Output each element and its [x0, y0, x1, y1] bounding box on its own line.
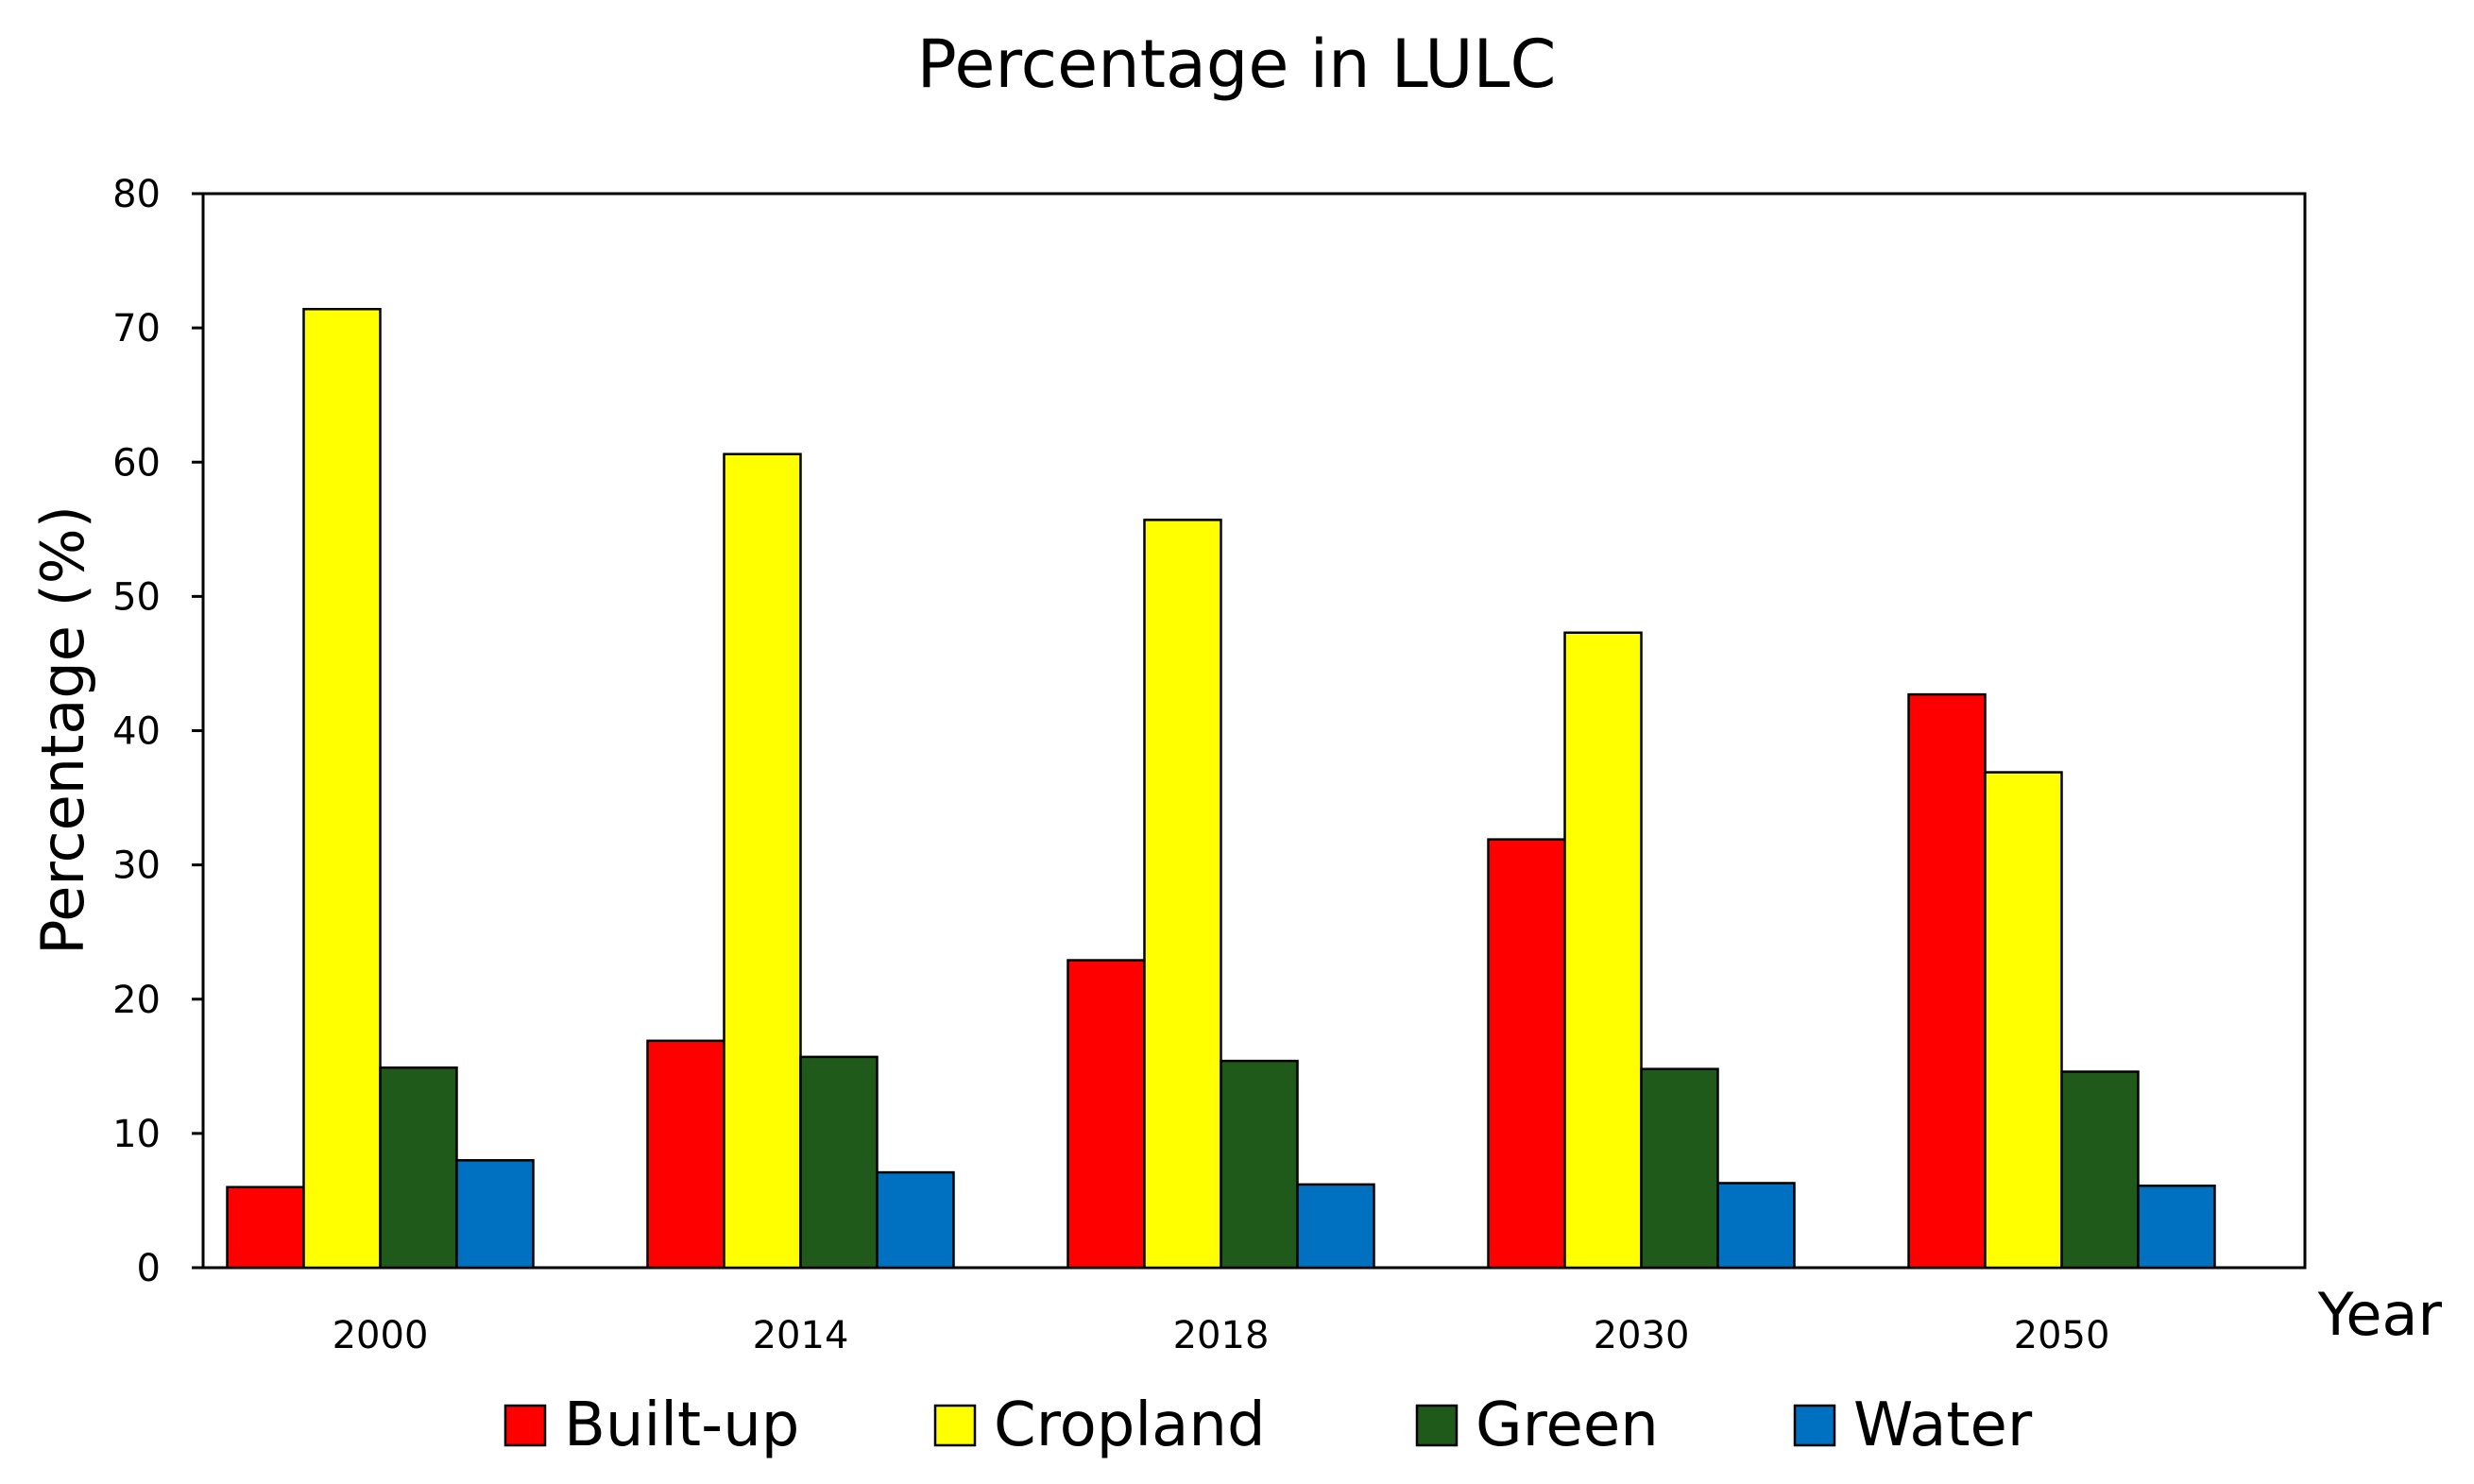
bar-green-2018 [1220, 1059, 1299, 1270]
y-tick-label: 60 [112, 441, 161, 485]
y-tick-label: 30 [112, 844, 161, 888]
bar-green-2014 [799, 1055, 879, 1270]
y-tick-label: 70 [112, 307, 161, 350]
x-tick-label: 2050 [2014, 1314, 2110, 1357]
y-axis-title: Percentage (%) [28, 505, 97, 955]
bar-green-2000 [379, 1066, 458, 1270]
y-axis-ticks: 0 10 20 30 40 50 60 70 80 [112, 173, 203, 1290]
x-tick-label: 2000 [333, 1314, 429, 1357]
y-tick-label: 10 [112, 1113, 161, 1156]
bar-water-2014 [876, 1170, 955, 1270]
y-tick-label: 50 [112, 575, 161, 619]
legend-label-built-up: Built-up [564, 1390, 799, 1460]
x-tick-label: 2018 [1173, 1314, 1270, 1357]
bar-water-2030 [1716, 1182, 1796, 1270]
bar-green-2050 [2060, 1070, 2140, 1270]
x-tick-label: 2014 [753, 1314, 849, 1357]
legend-label-water: Water [1853, 1390, 2033, 1460]
bar-series-group [226, 307, 2216, 1270]
legend-label-green: Green [1476, 1390, 1659, 1460]
chart-title: Percentage in LULC [917, 26, 1557, 103]
legend-swatch-cropland [933, 1404, 977, 1447]
bar-built-up-2030 [1487, 838, 1566, 1270]
bar-green-2030 [1640, 1067, 1719, 1270]
chart-legend: Built-up Cropland Green Water [503, 1390, 2033, 1460]
y-tick-label: 80 [112, 173, 161, 216]
bar-water-2018 [1296, 1183, 1375, 1270]
legend-label-cropland: Cropland [994, 1390, 1266, 1460]
legend-swatch-water [1793, 1404, 1836, 1447]
legend-swatch-built-up [503, 1404, 547, 1447]
y-tick-label: 20 [112, 979, 161, 1022]
bar-cropland-2018 [1143, 519, 1222, 1270]
bar-cropland-2000 [302, 307, 382, 1270]
bar-built-up-2000 [226, 1185, 305, 1270]
x-axis-title: Year [2317, 1280, 2443, 1349]
x-tick-label: 2030 [1594, 1314, 1690, 1357]
bar-built-up-2014 [646, 1039, 725, 1270]
bar-built-up-2018 [1066, 959, 1146, 1270]
bar-cropland-2014 [723, 452, 802, 1270]
y-tick-label: 0 [137, 1247, 161, 1290]
bar-cropland-2030 [1563, 631, 1643, 1270]
bar-water-2000 [455, 1159, 535, 1270]
y-tick-label: 40 [112, 710, 161, 754]
x-axis-ticks: 2000 2014 2018 2030 2050 [333, 1314, 2110, 1357]
bar-cropland-2050 [1984, 771, 2063, 1270]
bar-water-2050 [2137, 1185, 2216, 1270]
bar-built-up-2050 [1907, 692, 1987, 1270]
legend-swatch-green [1415, 1404, 1459, 1447]
